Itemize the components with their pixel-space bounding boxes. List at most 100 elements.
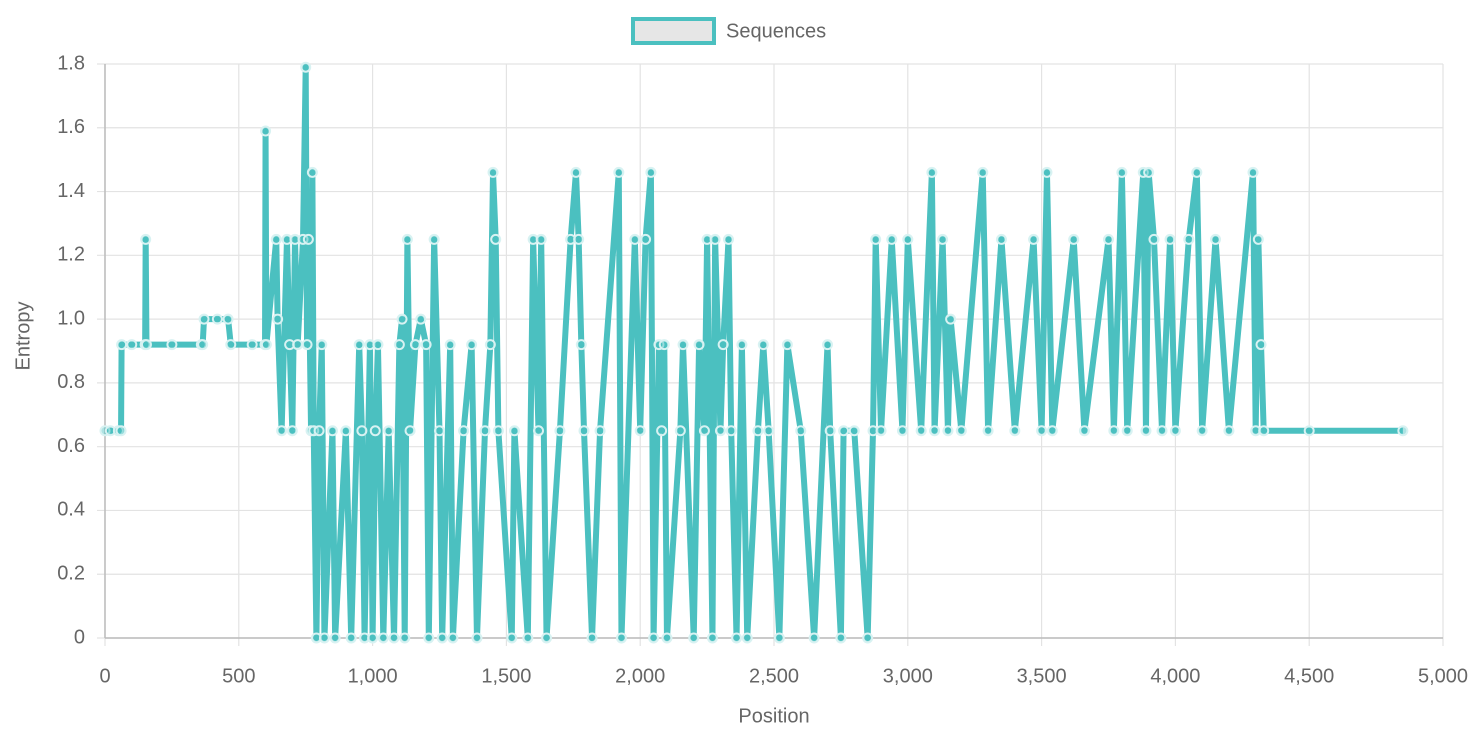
data-point: [541, 632, 553, 644]
data-point: [862, 632, 874, 644]
data-point: [306, 166, 318, 178]
data-point: [578, 425, 590, 437]
data-point: [902, 233, 914, 245]
data-point: [731, 632, 743, 644]
data-point: [447, 632, 459, 644]
legend-swatch[interactable]: [631, 17, 716, 45]
data-point: [1046, 425, 1058, 437]
data-point: [140, 233, 152, 245]
data-point: [272, 313, 284, 325]
data-point: [995, 233, 1007, 245]
data-point: [479, 425, 491, 437]
x-axis-title: Position: [738, 705, 809, 727]
data-point: [329, 632, 341, 644]
data-point: [345, 632, 357, 644]
data-point: [313, 425, 325, 437]
data-point: [444, 339, 456, 351]
data-point: [645, 166, 657, 178]
y-tick-label: 0.2: [57, 563, 85, 585]
data-point: [1164, 233, 1176, 245]
data-point: [554, 425, 566, 437]
data-point: [658, 339, 670, 351]
data-point: [698, 425, 710, 437]
data-point: [795, 425, 807, 437]
data-point: [246, 339, 258, 351]
data-point: [875, 425, 887, 437]
data-point: [674, 425, 686, 437]
y-tick-label: 1.6: [57, 116, 85, 138]
data-point: [372, 339, 384, 351]
data-point: [1255, 339, 1267, 351]
data-point: [709, 233, 721, 245]
data-point: [369, 425, 381, 437]
data-point: [506, 632, 518, 644]
legend-label[interactable]: Sequences: [726, 20, 826, 42]
data-point: [436, 632, 448, 644]
data-point: [1116, 166, 1128, 178]
data-point: [292, 339, 304, 351]
data-point: [318, 632, 330, 644]
data-point: [1078, 425, 1090, 437]
data-point: [270, 233, 282, 245]
data-point: [326, 425, 338, 437]
data-point: [1247, 166, 1259, 178]
data-point: [693, 339, 705, 351]
data-point: [316, 339, 328, 351]
data-point: [640, 233, 652, 245]
data-point: [838, 425, 850, 437]
data-point: [1108, 425, 1120, 437]
data-point: [1303, 425, 1315, 437]
data-point: [824, 425, 836, 437]
data-point: [945, 313, 957, 325]
data-point: [484, 339, 496, 351]
data-point: [1223, 425, 1235, 437]
data-point: [1258, 425, 1270, 437]
data-point: [982, 425, 994, 437]
data-point: [409, 339, 421, 351]
data-point: [1068, 233, 1080, 245]
data-point: [573, 233, 585, 245]
data-point: [535, 233, 547, 245]
data-point: [276, 425, 288, 437]
data-point: [300, 61, 312, 73]
data-point: [594, 425, 606, 437]
data-point: [1028, 233, 1040, 245]
data-point: [896, 425, 908, 437]
data-point: [1196, 425, 1208, 437]
data-point: [260, 339, 272, 351]
data-point: [404, 425, 416, 437]
data-point: [198, 313, 210, 325]
data-point: [741, 632, 753, 644]
data-point: [661, 632, 673, 644]
y-tick-label: 0.6: [57, 435, 85, 457]
data-point: [1143, 166, 1155, 178]
data-point: [808, 632, 820, 644]
data-point: [166, 339, 178, 351]
y-tick-label: 1.2: [57, 244, 85, 266]
data-point: [955, 425, 967, 437]
x-tick-label: 500: [222, 665, 255, 687]
data-point: [648, 632, 660, 644]
data-point: [656, 425, 668, 437]
data-point: [492, 425, 504, 437]
data-point: [420, 339, 432, 351]
data-point: [1121, 425, 1133, 437]
data-point: [717, 339, 729, 351]
data-point: [126, 339, 138, 351]
y-tick-label: 1.0: [57, 307, 85, 329]
data-point: [886, 233, 898, 245]
data-point: [575, 339, 587, 351]
data-point: [757, 339, 769, 351]
data-point: [393, 339, 405, 351]
data-point: [929, 425, 941, 437]
data-point: [763, 425, 775, 437]
data-point: [570, 166, 582, 178]
data-point: [1397, 425, 1409, 437]
data-point: [937, 233, 949, 245]
data-point: [140, 339, 152, 351]
data-point: [428, 233, 440, 245]
data-point: [401, 233, 413, 245]
data-point: [1140, 425, 1152, 437]
data-point: [260, 125, 272, 137]
